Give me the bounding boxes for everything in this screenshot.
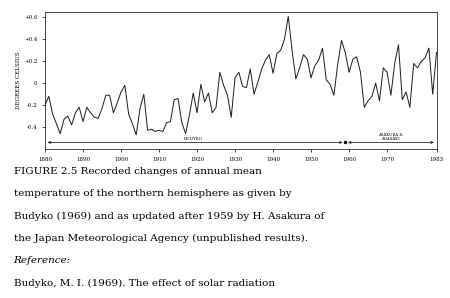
Text: BUDYKO: BUDYKO bbox=[184, 137, 203, 141]
Text: Budyko, M. I. (1969). The effect of solar radiation: Budyko, M. I. (1969). The effect of sola… bbox=[14, 279, 274, 288]
Y-axis label: DEGREES CELSIUS: DEGREES CELSIUS bbox=[16, 52, 21, 109]
Text: Budyko (1969) and as updated after 1959 by H. Asakura of: Budyko (1969) and as updated after 1959 … bbox=[14, 212, 324, 221]
Text: ASAKURA &
AGASAKI: ASAKURA & AGASAKI bbox=[378, 133, 403, 141]
Text: FIGURE 2.5 Recorded changes of annual mean: FIGURE 2.5 Recorded changes of annual me… bbox=[14, 167, 261, 176]
Text: the Japan Meteorological Agency (unpublished results).: the Japan Meteorological Agency (unpubli… bbox=[14, 234, 307, 243]
Text: temperature of the northern hemisphere as given by: temperature of the northern hemisphere a… bbox=[14, 189, 291, 198]
Text: Reference:: Reference: bbox=[14, 256, 71, 265]
